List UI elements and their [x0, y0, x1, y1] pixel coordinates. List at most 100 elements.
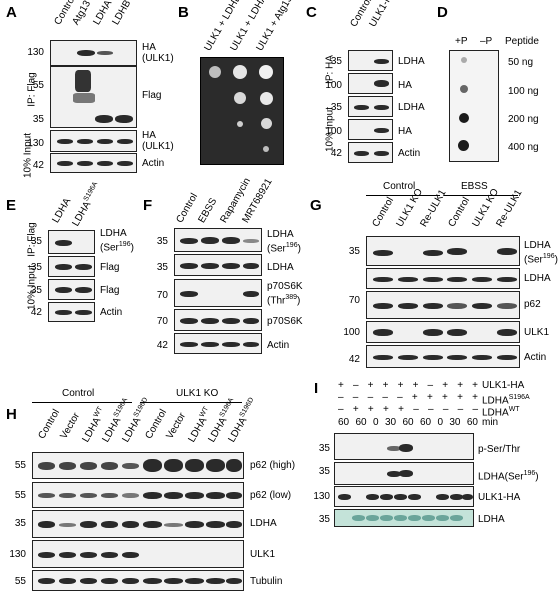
dot-blot: [449, 50, 499, 162]
panel-letter: H: [6, 406, 17, 423]
group-bracket: [32, 402, 132, 403]
blot-ha-ulk1-ip: [50, 40, 137, 66]
mw-marker: 55: [32, 80, 44, 91]
blot-tubulin: [32, 570, 244, 591]
ulk1-row: + – + + + + – + + +: [338, 380, 478, 391]
mw-marker: 35: [348, 246, 360, 257]
mw-marker: 35: [156, 262, 168, 273]
row-label: p62 (high): [250, 460, 296, 471]
mw-marker: 42: [156, 340, 168, 351]
blot-ulk1: [366, 321, 520, 343]
blot-actin: [366, 345, 520, 368]
condition-label: ULK1-HA: [482, 380, 525, 391]
group-bracket: [366, 195, 440, 196]
row-label: Actin: [142, 158, 165, 169]
blot-ldha-ser196: [334, 462, 474, 485]
group-label: EBSS: [461, 181, 488, 192]
mw-marker: 42: [330, 148, 342, 159]
row-label: LDHA: [398, 102, 425, 113]
stain-ldha: [334, 509, 474, 527]
condition-label: LDHAS196A: [482, 394, 530, 407]
panel-letter: B: [178, 4, 189, 21]
blot-ha-input: [348, 119, 393, 140]
panel-letter: I: [314, 380, 319, 397]
mw-marker: 130: [27, 47, 44, 58]
blot-ldha-ser196: [174, 228, 262, 252]
mw-marker: 55: [14, 460, 26, 471]
row-label: Actin: [524, 352, 547, 363]
blot-ha-ulk1-input: [50, 130, 137, 152]
min-row: 60 60 0 30 60 60 0 30 60: [338, 417, 478, 428]
mw-marker: 100: [343, 327, 360, 338]
row-label: LDHA: [250, 518, 277, 529]
blot-ulk1: [32, 540, 244, 568]
panel-letter: A: [6, 4, 17, 21]
group-label: Control: [62, 388, 95, 399]
row-label: Actin: [100, 307, 123, 318]
row-label: LDHA: [267, 262, 294, 273]
group-bracket: [444, 195, 518, 196]
mw-marker: 35: [330, 56, 342, 67]
row-label: p70S6K (Thr389): [267, 281, 303, 307]
blot-flag-input: [48, 279, 95, 300]
blot-actin: [50, 153, 137, 173]
panel-letter: F: [143, 197, 153, 214]
row-label: HA: [398, 126, 412, 137]
row-label: ULK1: [250, 549, 276, 560]
row-label: Flag: [100, 262, 120, 273]
blot-p70s6k-thr389: [174, 279, 262, 307]
mw-marker: 130: [9, 549, 26, 560]
min-label: min: [482, 417, 499, 428]
row-label: LDHA(Ser196): [478, 470, 539, 483]
blot-ldha: [174, 254, 262, 276]
blot-ldha-input: [348, 96, 393, 117]
row-label: LDHA(Ser196): [524, 240, 558, 266]
s196a-row: – – – – – + + + + +: [338, 392, 478, 403]
blot-p62-high: [32, 452, 244, 479]
condition-grid: + – + + + + – + + + – – – – – + + + + + – + + + + – – – – – 60 60 0 30…: [338, 380, 478, 440]
blot-p62-low: [32, 482, 244, 508]
blot-ldha-ser196: [366, 236, 520, 266]
group-label: Control: [383, 181, 416, 192]
mw-marker: 35: [30, 236, 42, 247]
mw-marker: 35: [30, 262, 42, 273]
row-label: ULK1-HA: [478, 492, 521, 503]
row-label: HA (ULK1): [142, 130, 174, 152]
row-label: p70S6K: [267, 316, 303, 327]
mw-marker: 55: [14, 490, 26, 501]
blot-actin: [48, 302, 95, 322]
row-label: ULK1: [524, 327, 550, 338]
mw-marker: 70: [156, 316, 168, 327]
row-label: Actin: [267, 340, 290, 351]
row-label: Actin: [398, 148, 421, 159]
lane-label: Control: [36, 407, 63, 441]
blot-ulk1-ha: [334, 486, 474, 507]
mw-marker: 35: [156, 236, 168, 247]
row-label: LDHA: [478, 514, 505, 525]
row-label: LDHA(Ser196): [267, 229, 301, 255]
panel-letter: E: [6, 197, 17, 214]
mw-marker: 35: [330, 102, 342, 113]
row-label: p62 (low): [250, 490, 292, 501]
group-bracket: [140, 402, 242, 403]
mw-marker: 130: [313, 491, 330, 502]
blot-ha-ip: [348, 73, 393, 94]
blot-ldha: [366, 268, 520, 289]
mw-marker: 100: [325, 80, 342, 91]
blot-ldha: [32, 510, 244, 538]
mw-marker: 35: [14, 518, 26, 529]
row-label: HA: [398, 80, 412, 91]
mw-marker: 35: [32, 114, 44, 125]
mw-marker: 35: [318, 466, 330, 477]
blot-ldha-ser196: [48, 230, 95, 254]
row-label: 50 ng: [508, 57, 534, 68]
row-label: 400 ng: [508, 142, 539, 153]
mw-marker: 130: [27, 138, 44, 149]
lane-label: Control: [370, 195, 397, 229]
mw-marker: 55: [14, 576, 26, 587]
group-label: ULK1 KO: [176, 388, 219, 399]
blot-actin: [348, 142, 393, 163]
mw-marker: 100: [325, 126, 342, 137]
mw-marker: 42: [348, 354, 360, 365]
mw-marker: 35: [30, 285, 42, 296]
